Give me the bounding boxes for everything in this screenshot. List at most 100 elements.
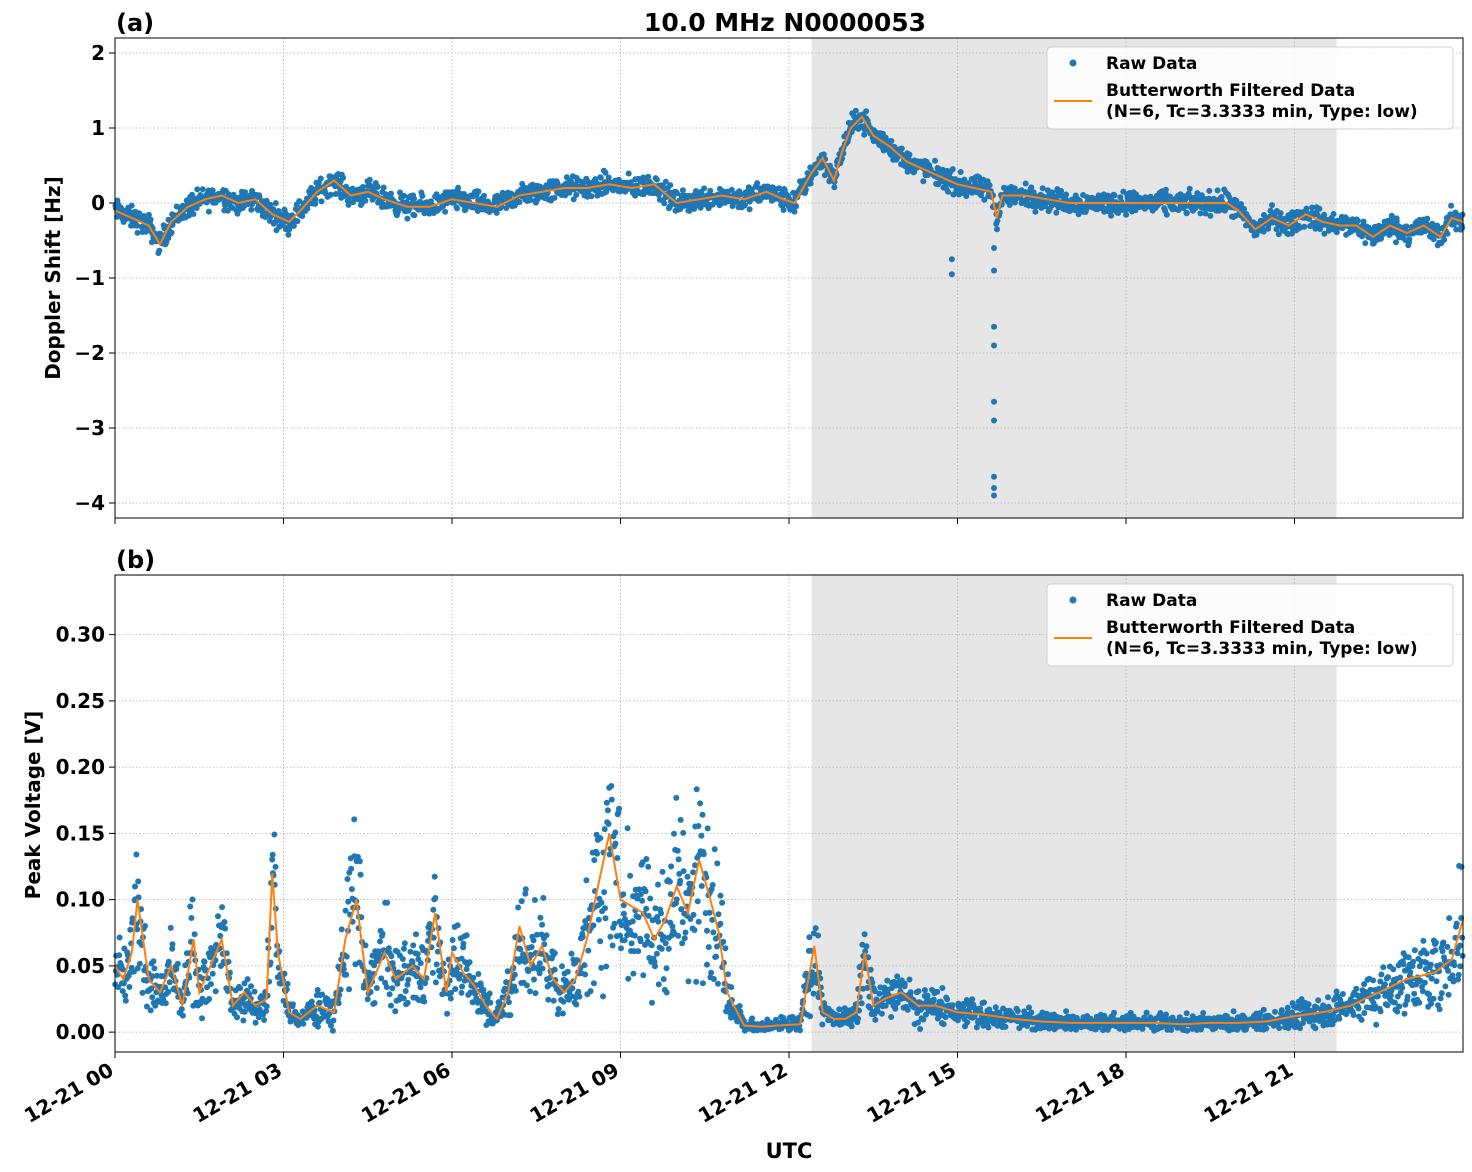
b-raw-point bbox=[904, 1006, 911, 1013]
a-raw-point bbox=[661, 200, 668, 207]
b-raw-point bbox=[1391, 999, 1398, 1006]
b-raw-point bbox=[545, 996, 552, 1003]
a-raw-point bbox=[419, 193, 426, 199]
a-raw-point bbox=[1202, 210, 1209, 217]
b-raw-point bbox=[467, 989, 474, 996]
b-raw-point bbox=[907, 989, 914, 996]
b-raw-point bbox=[115, 984, 122, 991]
a-raw-point bbox=[332, 183, 339, 190]
b-y-tick-label: 0.10 bbox=[56, 888, 105, 912]
a-y-tick-label: −1 bbox=[74, 266, 105, 290]
b-raw-point bbox=[1455, 976, 1461, 983]
b-x-tick-label: 12-21 21 bbox=[1199, 1058, 1297, 1128]
a-raw-outlier bbox=[991, 492, 998, 499]
b-raw-point bbox=[597, 938, 604, 945]
b-raw-point bbox=[169, 945, 176, 952]
a-raw-point bbox=[1218, 194, 1225, 200]
b-raw-point bbox=[1361, 1010, 1368, 1016]
b-raw-point bbox=[595, 916, 602, 923]
a-y-tick-label: 1 bbox=[91, 116, 105, 140]
a-raw-point bbox=[882, 134, 889, 141]
a-raw-point bbox=[1321, 230, 1328, 237]
a-raw-point bbox=[340, 174, 347, 181]
b-raw-point bbox=[444, 1010, 451, 1017]
a-raw-point bbox=[421, 210, 428, 217]
b-raw-point bbox=[486, 990, 493, 997]
b-raw-point bbox=[1315, 997, 1322, 1004]
a-raw-point bbox=[1269, 202, 1275, 209]
b-raw-point bbox=[665, 945, 672, 952]
a-raw-point bbox=[1006, 202, 1013, 208]
b-raw-point bbox=[189, 896, 196, 903]
b-raw-point bbox=[504, 968, 511, 975]
b-raw-point bbox=[677, 816, 684, 823]
a-raw-point bbox=[791, 208, 798, 215]
b-raw-point bbox=[1163, 1011, 1169, 1018]
b-raw-point bbox=[345, 898, 352, 905]
b-raw-point bbox=[620, 891, 627, 898]
b-raw-point bbox=[603, 963, 610, 970]
b-raw-point bbox=[629, 918, 636, 925]
b-raw-point bbox=[405, 976, 412, 983]
b-raw-point bbox=[1445, 967, 1452, 974]
b-raw-point bbox=[598, 964, 605, 971]
b-raw-point bbox=[537, 914, 544, 921]
b-raw-point bbox=[1157, 1010, 1164, 1016]
b-raw-point bbox=[316, 999, 323, 1006]
a-raw-point bbox=[949, 166, 956, 173]
b-raw-point bbox=[143, 1003, 150, 1010]
b-raw-point bbox=[663, 989, 670, 996]
b-raw-point bbox=[894, 999, 901, 1006]
b-raw-point bbox=[116, 934, 123, 941]
b-raw-point bbox=[244, 976, 251, 983]
b-raw-point bbox=[178, 1006, 185, 1013]
b-raw-point bbox=[432, 895, 439, 901]
b-raw-point bbox=[470, 974, 477, 981]
b-raw-point bbox=[475, 971, 482, 977]
b-raw-point bbox=[401, 962, 408, 969]
a-raw-outlier bbox=[948, 271, 955, 278]
b-raw-point bbox=[949, 1002, 956, 1009]
b-raw-point bbox=[699, 980, 706, 987]
a-raw-outlier bbox=[991, 485, 998, 491]
b-raw-point bbox=[1143, 1009, 1150, 1016]
a-raw-point bbox=[1063, 191, 1070, 198]
a-raw-point bbox=[1183, 209, 1190, 216]
a-raw-point bbox=[194, 186, 201, 193]
b-x-tick-label: 12-21 09 bbox=[525, 1058, 623, 1128]
b-raw-point bbox=[241, 1008, 248, 1015]
b-raw-point bbox=[122, 997, 129, 1004]
b-raw-point bbox=[371, 1000, 378, 1006]
b-raw-point bbox=[540, 894, 547, 901]
b-raw-point bbox=[872, 1016, 879, 1023]
b-raw-point bbox=[1390, 966, 1397, 973]
a-raw-point bbox=[1163, 211, 1170, 218]
b-raw-point bbox=[1428, 975, 1435, 982]
b-raw-point bbox=[389, 985, 396, 992]
b-raw-point bbox=[197, 1000, 204, 1007]
b-raw-point bbox=[528, 952, 535, 959]
a-raw-point bbox=[1117, 194, 1124, 201]
b-raw-point bbox=[371, 962, 378, 969]
a-raw-point bbox=[1321, 211, 1328, 218]
b-raw-point bbox=[673, 794, 680, 801]
a-raw-point bbox=[205, 208, 212, 215]
a-y-tick-label: −2 bbox=[74, 341, 105, 365]
b-raw-point bbox=[1423, 950, 1430, 957]
b-filtered-line bbox=[114, 833, 1464, 1028]
b-raw-point bbox=[1168, 1027, 1175, 1033]
a-raw-point bbox=[662, 178, 669, 185]
b-raw-point bbox=[338, 926, 345, 933]
b-raw-point bbox=[460, 940, 467, 947]
b-raw-point bbox=[660, 976, 667, 983]
b-legend-raw-label: Raw Data bbox=[1106, 591, 1197, 611]
b-raw-point bbox=[248, 983, 254, 990]
b-raw-point bbox=[199, 1015, 205, 1022]
a-raw-point bbox=[1162, 186, 1169, 193]
a-raw-point bbox=[1207, 212, 1214, 219]
a-raw-point bbox=[1122, 207, 1129, 213]
b-raw-point bbox=[219, 904, 226, 911]
a-raw-point bbox=[1092, 196, 1098, 203]
b-raw-point bbox=[150, 958, 157, 965]
